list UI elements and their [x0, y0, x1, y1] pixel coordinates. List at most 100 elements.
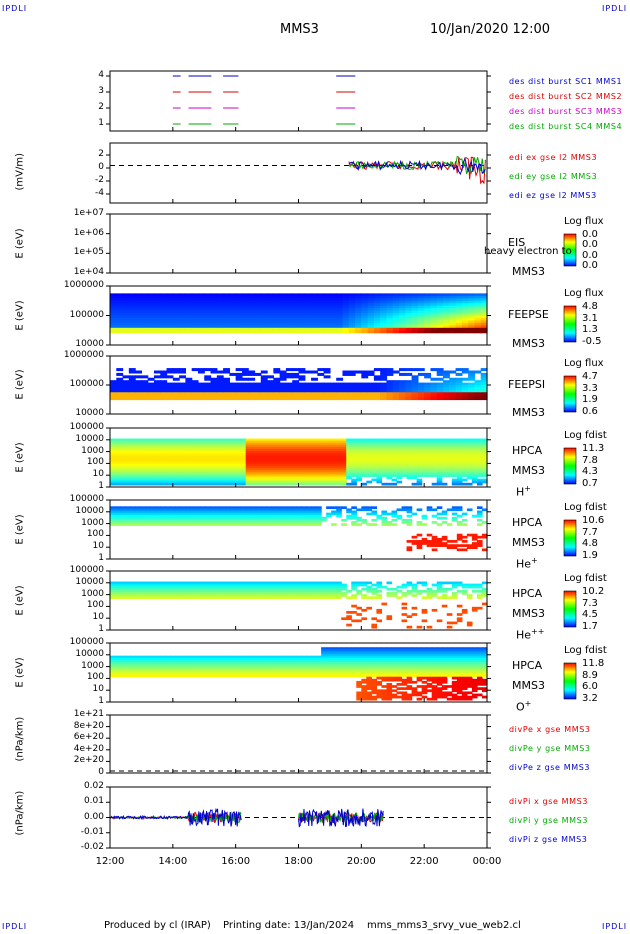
- spectrogram-cell: [321, 674, 327, 678]
- spectrogram-cell: [140, 518, 146, 522]
- spectrogram-cell: [443, 397, 450, 401]
- spectrogram-cell: [116, 322, 124, 326]
- spectrogram-cell: [135, 670, 141, 674]
- spectrogram-cell: [295, 506, 302, 510]
- spectrogram-cell: [175, 581, 181, 585]
- spectrogram-cell: [406, 465, 413, 469]
- spectrogram-cell: [455, 303, 463, 307]
- spectrogram-cell: [147, 327, 155, 331]
- spectrogram-cell: [336, 459, 342, 463]
- spectrogram-cell: [270, 438, 277, 442]
- spectrogram-cell: [191, 382, 199, 386]
- spectrogram-cell: [455, 385, 463, 389]
- spectrogram-cell: [304, 293, 312, 297]
- spectrogram-cell: [292, 327, 300, 331]
- spectrogram-cell: [336, 672, 342, 676]
- spectrogram-cell: [416, 474, 423, 478]
- spectrogram-cell: [220, 438, 227, 442]
- spectrogram-cell: [225, 476, 232, 480]
- spectrogram-cell: [346, 647, 352, 650]
- spectrogram-cell: [265, 664, 272, 667]
- spectrogram-cell: [468, 387, 476, 391]
- spectrogram-cell: [116, 308, 124, 312]
- spectrogram-cell: [254, 295, 262, 299]
- spectrogram-cell: [135, 661, 141, 665]
- spectrogram-cell: [451, 518, 458, 522]
- spectrogram-cell: [240, 674, 247, 678]
- spectrogram-cell: [135, 298, 143, 302]
- spectrogram-cell: [235, 453, 242, 456]
- spectrogram-cell: [115, 581, 121, 585]
- spectrogram-cell: [474, 317, 482, 322]
- spectrogram-cell: [110, 581, 116, 585]
- spectrogram-cell: [311, 664, 317, 667]
- spectrogram-cell: [190, 455, 197, 459]
- spectrogram-cell: [366, 455, 372, 459]
- spectrogram-cell: [185, 476, 192, 480]
- spectrogram-cell: [135, 506, 141, 510]
- spectrogram-cell: [361, 382, 369, 386]
- spectrogram-cell: [381, 451, 388, 454]
- spectrogram-cell: [155, 521, 161, 524]
- spectrogram-cell: [205, 664, 212, 667]
- spectrogram-cell: [355, 308, 362, 312]
- spectrogram-cell: [110, 385, 117, 389]
- spectrogram-cell: [290, 516, 297, 520]
- spectrogram-cell: [449, 385, 457, 389]
- spectrogram-cell: [240, 670, 247, 674]
- spectrogram-cell: [331, 472, 337, 475]
- spectrogram-cell: [455, 382, 463, 386]
- spectrogram-cell: [301, 523, 307, 526]
- spectrogram-cell: [200, 659, 207, 663]
- spectrogram-cell: [361, 394, 369, 398]
- spectrogram-cell: [461, 544, 468, 547]
- spectrogram-cell: [120, 596, 126, 599]
- spectrogram-cell: [280, 589, 287, 593]
- spectrogram-cell: [141, 317, 149, 322]
- spectrogram-cell: [316, 583, 322, 587]
- spectrogram-cell: [456, 548, 463, 552]
- spectrogram-cell: [329, 382, 337, 386]
- spectrogram-cell: [205, 585, 212, 589]
- spectrogram-cell: [125, 453, 131, 456]
- spectrogram-cell: [351, 506, 357, 510]
- spectrogram-cell: [298, 313, 306, 317]
- spectrogram-cell: [204, 305, 212, 309]
- corner-mark-bottom-right: IPDLI: [602, 922, 628, 931]
- spectrogram-cell: [115, 440, 121, 444]
- spectrogram-cell: [321, 647, 327, 650]
- spectrogram-cell: [426, 592, 433, 595]
- spectrogram-cell: [401, 442, 408, 446]
- spectrogram-cell: [225, 508, 232, 512]
- spectrogram-cell: [191, 293, 199, 297]
- spectrogram-cell: [179, 330, 186, 334]
- spectrogram-cell: [170, 508, 176, 512]
- spectrogram-cell: [145, 514, 151, 518]
- spectrogram-cell: [481, 602, 488, 606]
- spectrogram-cell: [172, 295, 180, 299]
- spectrogram-cell: [191, 368, 199, 372]
- spectrogram-cell: [180, 440, 186, 444]
- spectrogram-cell: [306, 480, 312, 484]
- spectrogram-cell: [250, 659, 257, 663]
- spectrogram-cell: [235, 514, 242, 518]
- spectrogram-cell: [120, 666, 126, 669]
- spectrogram-cell: [120, 463, 126, 467]
- spectrogram-cell: [179, 387, 186, 391]
- spectrogram-cell: [376, 594, 383, 597]
- spectrogram-cell: [373, 313, 381, 317]
- spectrogram-cell: [185, 310, 193, 314]
- spectrogram-cell: [235, 585, 242, 589]
- spectrogram-cell: [306, 459, 312, 463]
- spectrogram-cell: [356, 670, 362, 674]
- spectrogram-cell: [216, 380, 224, 384]
- spectrogram-cell: [120, 514, 126, 518]
- spectrogram-cell: [200, 457, 207, 461]
- spectrogram-cell: [223, 303, 230, 307]
- spectrogram-cell: [150, 476, 156, 480]
- spectrogram-cell: [436, 442, 443, 446]
- spectrogram-cell: [110, 518, 116, 522]
- spectrogram-cell: [270, 446, 277, 450]
- spectrogram-cell: [399, 392, 406, 396]
- spectrogram-cell: [223, 310, 230, 314]
